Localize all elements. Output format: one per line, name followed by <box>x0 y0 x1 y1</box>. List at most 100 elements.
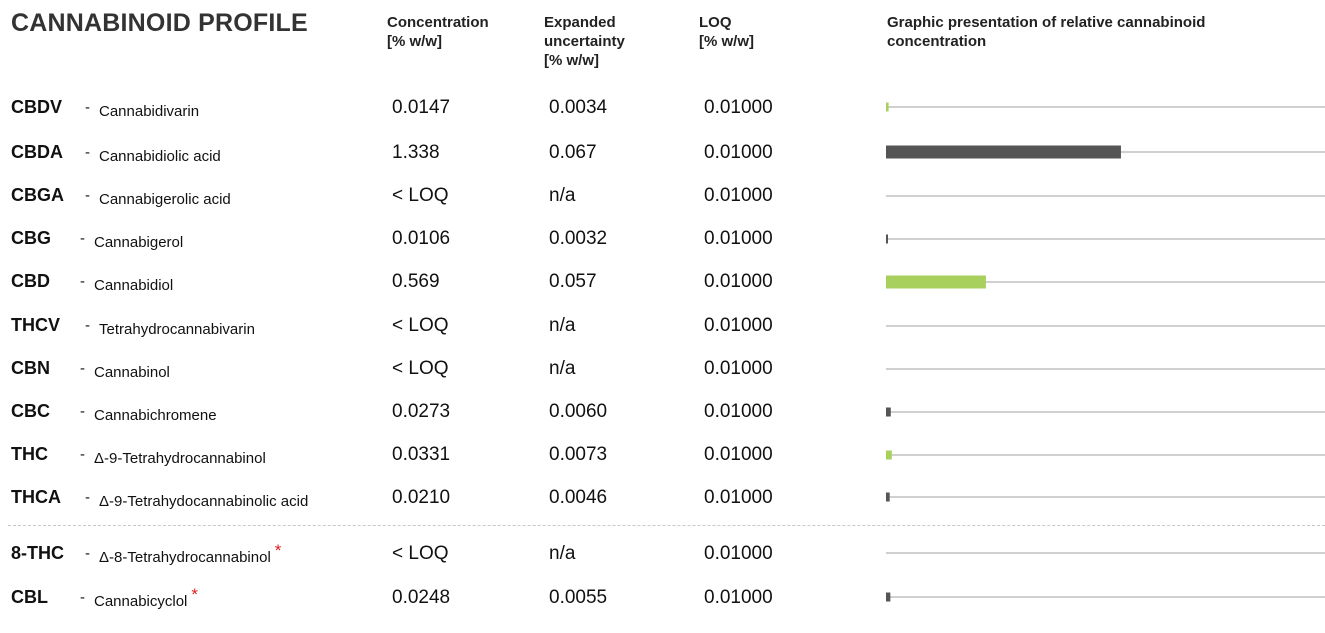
uncertainty-value: n/a <box>549 185 576 206</box>
table-row: CBDA - Cannabidiolic acid 1.338 0.067 0.01000 <box>0 139 1325 169</box>
concentration-value: < LOQ <box>392 543 449 564</box>
cannabinoid-abbreviation: CBDV <box>11 97 63 117</box>
cannabinoid-name: Δ-8-Tetrahydrocannabinol * <box>99 541 281 567</box>
cannabinoid-name-text: Cannabicyclol <box>94 593 188 610</box>
table-row: CBC - Cannabichromene 0.0273 0.0060 0.01000 <box>0 398 1325 428</box>
cannabinoid-name: Cannabidiol <box>94 275 177 295</box>
cannabinoid-name: Cannabigerol <box>94 232 187 252</box>
loq-value: 0.01000 <box>704 185 773 206</box>
concentration-value: < LOQ <box>392 315 449 336</box>
concentration-value: < LOQ <box>392 185 449 206</box>
uncertainty-value: 0.067 <box>549 142 597 163</box>
cannabinoid-name: Δ-9-Tetrahydocannabinolic acid <box>99 491 312 511</box>
loq-value: 0.01000 <box>704 444 773 465</box>
bar-cbg <box>886 234 888 244</box>
uncertainty-value: 0.0060 <box>549 401 608 422</box>
bar-cbc <box>886 407 891 417</box>
cannabinoid-name: Cannabidivarin <box>99 101 203 121</box>
header-uncertainty: Expanded uncertainty [% w/w] <box>544 13 625 70</box>
concentration-value: 0.0331 <box>392 444 451 465</box>
cannabinoid-abbreviation: CBG <box>11 228 51 248</box>
loq-value: 0.01000 <box>704 587 773 608</box>
header-graphic-line1: Graphic presentation of relative cannabi… <box>887 14 1206 31</box>
concentration-value: 0.0106 <box>392 228 451 249</box>
loq-value: 0.01000 <box>704 401 773 422</box>
cannabinoid-abbreviation: THC <box>11 444 48 464</box>
uncertainty-value: n/a <box>549 543 576 564</box>
dash-separator: - <box>85 545 90 562</box>
cannabinoid-name-text: Δ-8-Tetrahydrocannabinol <box>99 549 271 566</box>
loq-value: 0.01000 <box>704 487 773 508</box>
bar-cbl <box>886 592 891 602</box>
dash-separator: - <box>85 144 90 161</box>
footnote-star: * <box>191 585 199 604</box>
loq-value: 0.01000 <box>704 97 773 118</box>
header-loq: LOQ [% w/w] <box>699 13 754 51</box>
table-row: CBD - Cannabidiol 0.569 0.057 0.01000 <box>0 268 1325 298</box>
header-graphic: Graphic presentation of relative cannabi… <box>887 13 1205 51</box>
cannabinoid-name-text: Δ-9-Tetrahydocannabinolic acid <box>99 493 309 510</box>
cannabinoid-name: Cannabichromene <box>94 405 221 425</box>
cannabinoid-name-text: Cannabidiolic acid <box>99 148 221 165</box>
uncertainty-value: n/a <box>549 358 576 379</box>
cannabinoid-name-text: Δ-9-Tetrahydrocannabinol <box>94 450 266 467</box>
cannabinoid-abbreviation: CBN <box>11 358 50 378</box>
table-row: CBG - Cannabigerol 0.0106 0.0032 0.01000 <box>0 225 1325 255</box>
loq-value: 0.01000 <box>704 315 773 336</box>
dash-separator: - <box>80 360 85 377</box>
table-row: CBL - Cannabicyclol * 0.0248 0.0055 0.01000 <box>0 584 1325 614</box>
cannabinoid-name-text: Cannabidivarin <box>99 103 200 120</box>
loq-value: 0.01000 <box>704 358 773 379</box>
header-loq-line1: LOQ <box>699 14 732 31</box>
loq-value: 0.01000 <box>704 271 773 292</box>
cannabinoid-abbreviation: CBGA <box>11 185 64 205</box>
bar-cbd <box>886 275 986 289</box>
cannabinoid-name-text: Cannabinol <box>94 364 170 381</box>
cannabinoid-abbreviation: 8-THC <box>11 543 64 563</box>
dash-separator: - <box>80 273 85 290</box>
header-concentration: Concentration [% w/w] <box>387 13 489 51</box>
cannabinoid-abbreviation: CBD <box>11 271 50 291</box>
table-row: CBDV - Cannabidivarin 0.0147 0.0034 0.01000 <box>0 94 1325 124</box>
table-row: THC - Δ-9-Tetrahydrocannabinol 0.0331 0.0073… <box>0 441 1325 471</box>
loq-value: 0.01000 <box>704 228 773 249</box>
cannabinoid-name: Cannabigerolic acid <box>99 189 235 209</box>
cannabinoid-name: Tetrahydrocannabivarin <box>99 319 259 339</box>
table-separator <box>8 525 1325 526</box>
uncertainty-value: 0.0073 <box>549 444 608 465</box>
header-uncertainty-line1: Expanded <box>544 14 616 31</box>
table-row: 8-THC - Δ-8-Tetrahydrocannabinol * < LOQ n/a 0… <box>0 540 1325 570</box>
cannabinoid-abbreviation: THCV <box>11 315 60 335</box>
table-row: THCA - Δ-9-Tetrahydocannabinolic acid 0.021… <box>0 484 1325 514</box>
dash-separator: - <box>85 99 90 116</box>
table-row: CBN - Cannabinol < LOQ n/a 0.01000 <box>0 355 1325 385</box>
header-concentration-line1: Concentration <box>387 14 489 31</box>
uncertainty-value: 0.0034 <box>549 97 608 118</box>
concentration-value: 0.0273 <box>392 401 451 422</box>
cannabinoid-name: Δ-9-Tetrahydrocannabinol <box>94 448 270 468</box>
cannabinoid-abbreviation: CBL <box>11 587 48 607</box>
bar-cbda <box>886 145 1121 159</box>
cannabinoid-name: Cannabinol <box>94 362 174 382</box>
header-uncertainty-line2: uncertainty <box>544 33 625 50</box>
loq-value: 0.01000 <box>704 543 773 564</box>
dash-separator: - <box>80 403 85 420</box>
dash-separator: - <box>85 187 90 204</box>
concentration-value: 0.0248 <box>392 587 451 608</box>
header-graphic-line2: concentration <box>887 33 987 50</box>
cannabinoid-name-text: Cannabigerolic acid <box>99 191 231 208</box>
cannabinoid-abbreviation: CBC <box>11 401 50 421</box>
cannabinoid-name: Cannabidiolic acid <box>99 146 225 166</box>
bar-cbdv <box>886 102 889 112</box>
cannabinoid-name-text: Cannabigerol <box>94 234 184 251</box>
concentration-value: 0.0210 <box>392 487 451 508</box>
concentration-value: 1.338 <box>392 142 440 163</box>
table-row: THCV - Tetrahydrocannabivarin < LOQ n/a 0.010… <box>0 312 1325 342</box>
dash-separator: - <box>80 589 85 606</box>
header-loq-line2: [% w/w] <box>699 33 754 50</box>
concentration-value: < LOQ <box>392 358 449 379</box>
dash-separator: - <box>85 489 90 506</box>
uncertainty-value: n/a <box>549 315 576 336</box>
cannabinoid-name: Cannabicyclol * <box>94 585 198 611</box>
